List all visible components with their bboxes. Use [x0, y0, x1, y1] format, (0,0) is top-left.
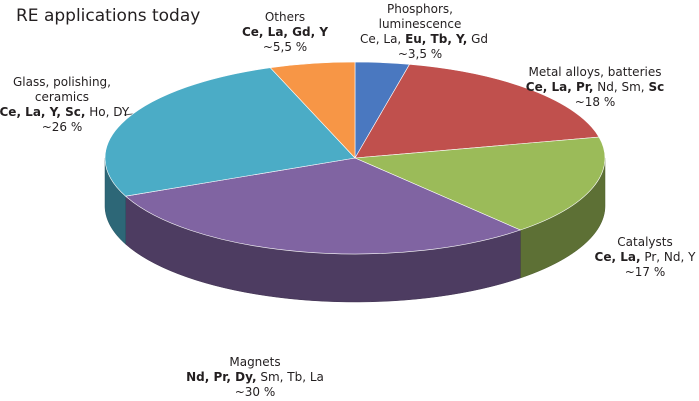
element-list: Ce, La, Eu, Tb, Y, Gd [360, 32, 488, 47]
pie-slice [124, 157, 522, 255]
element-part: Ce, La, [594, 250, 641, 264]
category-name: Magnets [229, 355, 281, 369]
slice-label: Magnets Nd, Pr, Dy, Sm, Tb, La ~30 % [155, 355, 355, 400]
element-part: Ce, La, [360, 32, 406, 46]
element-part: Sc [648, 80, 665, 94]
element-part: Gd [467, 32, 489, 46]
element-part: Ce, La, Y, Sc, [0, 105, 86, 119]
value-label: ~30 % [234, 385, 276, 399]
slice-label: Glass, polishing, ceramics Ce, La, Y, Sc,… [0, 75, 129, 135]
element-list: Ce, La, Pr, Nd, Y [580, 250, 699, 265]
slice-label: Phosphors, luminescence Ce, La, Eu, Tb, Y… [360, 2, 488, 62]
element-list: Ce, La, Y, Sc, Ho, DY [0, 105, 129, 120]
value-label: ~17 % [624, 265, 666, 279]
element-part: Ho, DY [85, 105, 130, 119]
category-name: Catalysts [617, 235, 673, 249]
pie-sides [104, 157, 606, 303]
slice-label: Metal alloys, batteries Ce, La, Pr, Nd, S… [500, 65, 690, 110]
pie-slice [104, 67, 356, 197]
element-list: Ce, La, Gd, Y [230, 25, 340, 40]
element-part: Sm, Tb, La [256, 370, 324, 384]
value-label: ~3,5 % [397, 47, 443, 61]
pie-slice [354, 63, 600, 159]
category-name: Metal alloys, batteries [528, 65, 662, 79]
element-list: Ce, La, Pr, Nd, Sm, Sc [500, 80, 690, 95]
element-part: Ce, La, Pr, [525, 80, 594, 94]
element-part: Eu, Tb, Y, [405, 32, 468, 46]
element-part: Pr, Nd, Y [640, 250, 696, 264]
value-label: ~18 % [574, 95, 616, 109]
pie-slice [354, 136, 606, 231]
pie-slice [269, 61, 356, 159]
category-name: Glass, polishing, ceramics [13, 75, 111, 104]
category-name: Others [264, 10, 306, 24]
element-part: Nd, Pr, Dy, [186, 370, 257, 384]
element-part: Ce, La, Gd, Y [241, 25, 329, 39]
slice-label: Catalysts Ce, La, Pr, Nd, Y ~17 % [580, 235, 699, 280]
element-list: Nd, Pr, Dy, Sm, Tb, La [155, 370, 355, 385]
category-name: Phosphors, luminescence [378, 2, 462, 31]
chart-title: RE applications today [16, 6, 201, 26]
element-part: Nd, Sm, [593, 80, 649, 94]
pie-tops [104, 61, 606, 255]
value-label: ~5,5 % [262, 40, 308, 54]
value-label: ~26 % [41, 120, 83, 134]
slice-label: Others Ce, La, Gd, Y ~5,5 % [230, 10, 340, 55]
